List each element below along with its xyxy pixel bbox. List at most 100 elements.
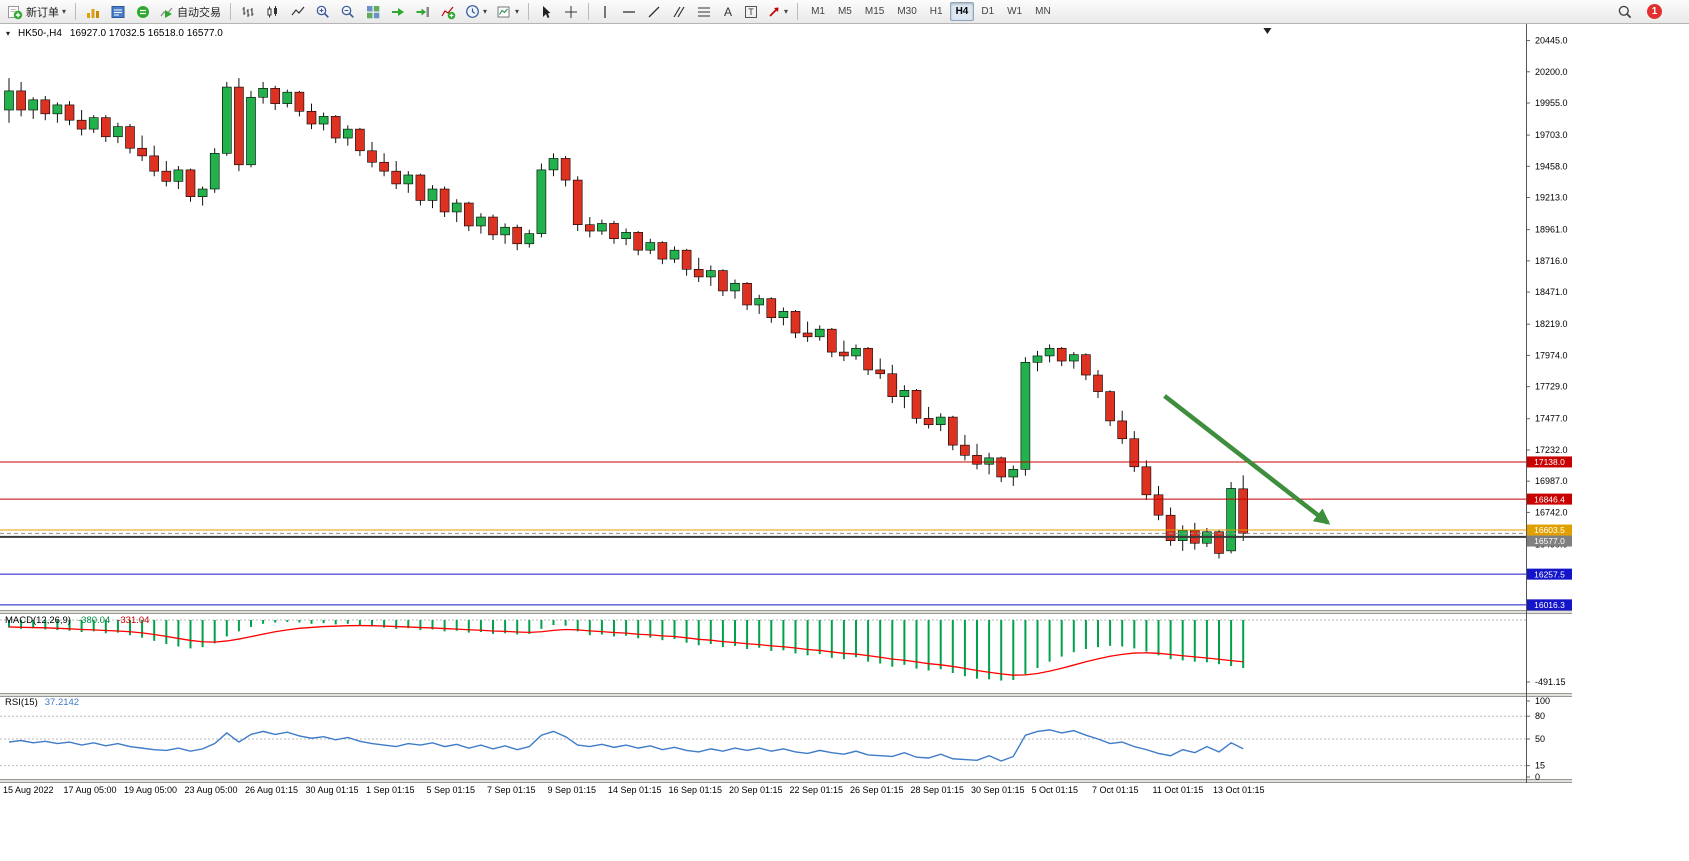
candle [633, 231, 644, 256]
market-watch-button[interactable] [106, 2, 130, 22]
charts-button[interactable] [81, 2, 105, 22]
vertical-line-button[interactable] [594, 2, 616, 22]
chart-shift-icon [415, 4, 431, 20]
time-axis-label: 15 Aug 2022 [3, 785, 54, 795]
candle [1117, 410, 1127, 444]
fibonacci-button[interactable] [692, 2, 716, 22]
candle [379, 153, 389, 177]
indicators-button[interactable] [436, 2, 460, 22]
rsi-panel: 100 80 50 150 [0, 696, 1550, 782]
new-order-label: 新订单 [26, 6, 59, 19]
horizontal-line-button[interactable] [617, 2, 641, 22]
timeframe-button-mn[interactable]: MN [1029, 2, 1057, 21]
candle [766, 297, 777, 323]
candle [88, 115, 99, 133]
candle [463, 201, 474, 232]
price-axis-label: 19213.0 [1535, 193, 1568, 203]
data-window-button[interactable] [131, 2, 155, 22]
timeframe-button-m5[interactable]: M5 [832, 2, 858, 21]
periods-button[interactable]: ▾ [461, 2, 491, 22]
candle [76, 110, 87, 136]
line-chart-button[interactable] [286, 2, 310, 22]
price-axis-label: 17974.0 [1535, 350, 1568, 360]
timeframe-button-m30[interactable]: M30 [891, 2, 922, 21]
candle [681, 248, 692, 276]
equidistant-channel-button[interactable] [667, 2, 691, 22]
candle [669, 246, 680, 263]
time-axis-label: 17 Aug 05:00 [64, 785, 117, 795]
trendline-button[interactable] [642, 2, 666, 22]
time-axis[interactable]: 15 Aug 2022 17 Aug 05:00 19 Aug 05:00 23 Au… [3, 785, 1265, 795]
cursor-icon [538, 4, 554, 20]
autotrading-button[interactable]: 自动交易 [156, 2, 225, 22]
candle [972, 443, 982, 470]
search-button[interactable] [1613, 2, 1637, 22]
candle [391, 160, 402, 190]
text-label-button[interactable]: T [740, 2, 762, 22]
price-axis-label: 16987.0 [1535, 476, 1568, 486]
price-axis-label: 17232.0 [1535, 445, 1568, 455]
templates-button[interactable]: ▾ [492, 2, 523, 22]
new-order-button[interactable]: 新订单 ▾ [3, 2, 70, 22]
notification-badge[interactable]: 1 [1647, 4, 1662, 19]
time-axis-label: 14 Sep 01:15 [608, 785, 662, 795]
timeframe-button-w1[interactable]: W1 [1001, 2, 1028, 21]
timeframe-button-d1[interactable]: D1 [975, 2, 1000, 21]
candle [209, 148, 220, 193]
zoom-out-button[interactable] [336, 2, 360, 22]
candle [693, 257, 704, 283]
time-axis-label: 11 Oct 01:15 [1153, 785, 1204, 795]
indicators-icon [440, 4, 456, 20]
chart-canvas[interactable]: 20445.0 20200.0 19955.0 19703.0 19458.0 19213… [0, 24, 1689, 861]
candle [1226, 482, 1236, 554]
chart-shift-button[interactable] [411, 2, 435, 22]
time-axis-label: 1 Sep 01:15 [366, 785, 415, 795]
clock-icon [465, 4, 480, 19]
candle [330, 115, 341, 144]
price-axis-label: 20200.0 [1535, 67, 1568, 77]
candlestick-chart-icon [265, 4, 281, 20]
timeframe-button-h1[interactable]: H1 [924, 2, 949, 21]
crosshair-button[interactable] [559, 2, 583, 22]
candle [1177, 525, 1188, 551]
candle [1165, 507, 1176, 546]
candle [1032, 350, 1043, 372]
time-axis-label: 28 Sep 01:15 [911, 785, 965, 795]
timeframe-button-m1[interactable]: M1 [805, 2, 831, 21]
svg-text:16846.4: 16846.4 [1534, 494, 1565, 504]
timeframe-toolbar: M1 M5 M15 M30 H1 H4 D1 W1 MN [805, 2, 1057, 21]
candlestick-chart-button[interactable] [261, 2, 285, 22]
candle [149, 145, 159, 177]
arrow-shape-icon [767, 5, 781, 19]
timeframe-button-h4[interactable]: H4 [949, 2, 975, 21]
timeframe-button-m15[interactable]: M15 [859, 2, 890, 21]
candle [778, 307, 789, 326]
chevron-down-icon: ▾ [62, 7, 67, 16]
text-button[interactable]: A [717, 2, 739, 22]
toolbar-separator [528, 3, 530, 20]
market-watch-icon [110, 4, 126, 20]
chart-window[interactable]: 20445.0 20200.0 19955.0 19703.0 19458.0 19213… [0, 24, 1689, 861]
trend-arrow[interactable] [1163, 394, 1331, 525]
chart-shift-marker[interactable] [1263, 28, 1272, 34]
cursor-button[interactable] [534, 2, 558, 22]
candle [161, 160, 172, 187]
tile-windows-button[interactable] [361, 2, 385, 22]
zoom-in-button[interactable] [311, 2, 335, 22]
panel-separator[interactable] [0, 779, 1572, 783]
text-icon: A [724, 4, 733, 19]
panel-separator[interactable] [0, 693, 1572, 697]
candle [730, 279, 740, 299]
candle [839, 340, 849, 362]
candle [403, 171, 414, 193]
panel-separator[interactable] [0, 610, 1572, 614]
macd-value: -380.04 [78, 615, 111, 626]
auto-scroll-button[interactable] [386, 2, 410, 22]
channel-icon [671, 4, 687, 20]
chart-ohlc: 16927.0 17032.5 16518.0 16577.0 [69, 28, 223, 39]
candle [355, 127, 365, 156]
price-axis-label: 17477.0 [1535, 414, 1568, 424]
arrows-button[interactable]: ▾ [763, 2, 792, 22]
bar-chart-button[interactable] [236, 2, 260, 22]
